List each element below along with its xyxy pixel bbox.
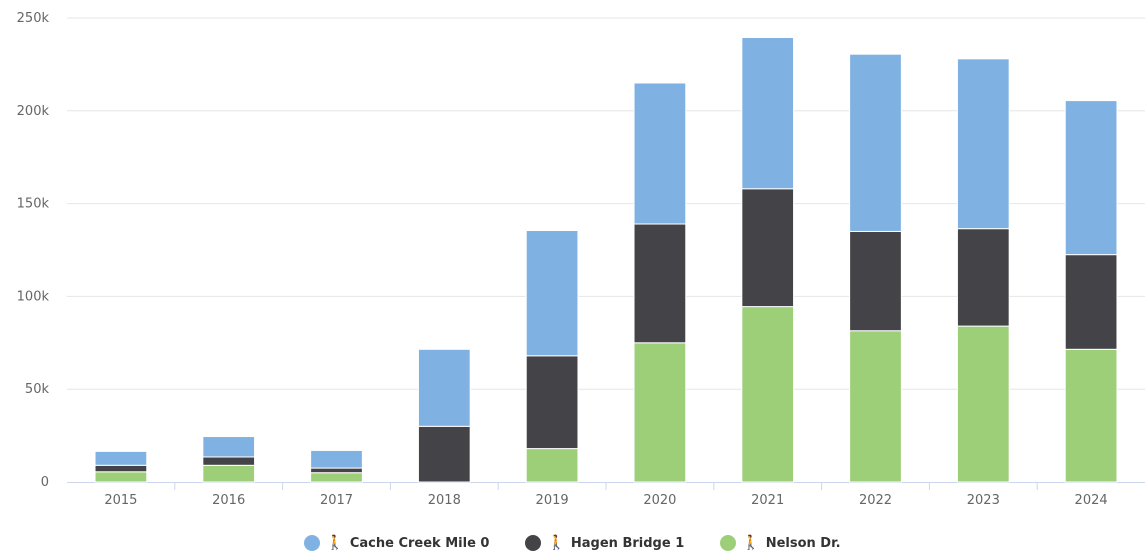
y-tick-label: 50k — [25, 382, 50, 397]
bar-segment — [741, 36, 795, 190]
bar-segment — [417, 425, 471, 483]
bar-segment — [1064, 348, 1118, 483]
bar-segment — [633, 82, 687, 225]
x-tick-label: 2015 — [104, 493, 137, 508]
bar-segment — [849, 53, 902, 232]
x-tick-label: 2021 — [751, 493, 784, 508]
legend-label: Nelson Dr. — [765, 535, 841, 551]
bar-segment — [310, 467, 363, 474]
bar-segment — [202, 436, 256, 458]
bar-segment — [849, 230, 902, 332]
bar-segment — [956, 325, 1010, 483]
legend-swatch — [525, 535, 542, 551]
bar-segment — [956, 58, 1010, 230]
pedestrian-icon: 🚶 — [326, 535, 344, 551]
x-tick-label: 2023 — [967, 493, 1000, 508]
bar-segment — [417, 348, 471, 427]
bar-segment — [310, 449, 363, 469]
bar-segment — [849, 330, 902, 483]
legend-label: Hagen Bridge 1 — [570, 535, 685, 551]
bar-segment — [94, 450, 148, 466]
stacked-bar-chart: 0 50k 100k 150k 200k 250k 2015 2016 2017 2018 2019… — [17, 11, 1145, 508]
x-tick-label: 2020 — [643, 493, 676, 508]
x-tick-label: 2022 — [859, 493, 892, 508]
x-tick-label: 2024 — [1075, 493, 1108, 508]
legend-item-hagen-bridge[interactable]: 🚶 Hagen Bridge 1 — [525, 535, 684, 551]
bar-segment — [956, 228, 1010, 327]
y-tick-label: 200k — [17, 104, 50, 119]
legend-item-nelson-dr[interactable]: 🚶 Nelson Dr. — [720, 535, 841, 551]
bar-segment — [525, 448, 579, 483]
bar-segment — [633, 223, 687, 344]
x-tick-label: 2017 — [320, 493, 353, 508]
bar-segment — [525, 355, 579, 450]
bar-segment — [741, 306, 795, 483]
legend-swatch — [304, 535, 321, 551]
legend-label: Cache Creek Mile 0 — [349, 535, 490, 551]
bar-segment — [94, 471, 148, 483]
bar-segment — [202, 464, 256, 483]
y-tick-label: 0 — [41, 475, 49, 490]
x-tick-label: 2018 — [428, 493, 461, 508]
bar-segment — [1064, 254, 1118, 350]
bar-segment — [633, 342, 687, 483]
pedestrian-icon: 🚶 — [742, 535, 760, 551]
bar-segment — [1064, 100, 1118, 256]
x-tick-label: 2016 — [212, 493, 245, 508]
legend-item-cache-creek[interactable]: 🚶 Cache Creek Mile 0 — [304, 535, 489, 551]
chart-legend: 🚶 Cache Creek Mile 0 🚶 Hagen Bridge 1 🚶 … — [0, 534, 1145, 552]
x-tick-label: 2019 — [536, 493, 569, 508]
bar-segment — [202, 456, 256, 466]
bar-segment — [741, 188, 795, 308]
bar-segment — [310, 472, 363, 483]
y-tick-label: 100k — [17, 289, 50, 304]
pedestrian-icon: 🚶 — [547, 535, 565, 551]
y-tick-label: 250k — [17, 11, 50, 26]
legend-swatch — [720, 535, 737, 551]
y-tick-label: 150k — [17, 197, 50, 212]
bar-segment — [94, 464, 148, 473]
bar-segment — [525, 230, 579, 357]
